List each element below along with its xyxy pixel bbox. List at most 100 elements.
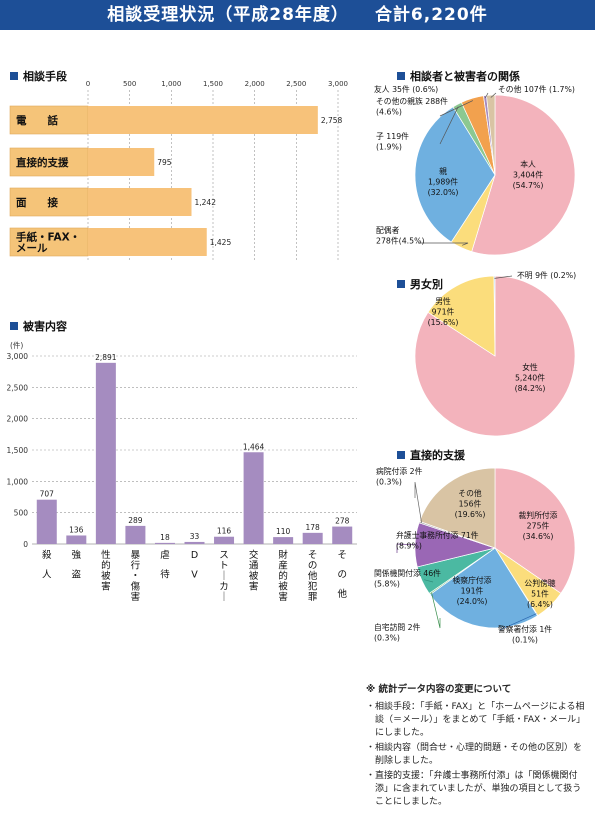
- y-tick-label: 0: [23, 540, 28, 549]
- slice-label: 裁判所付添 275件(34.6%): [519, 510, 558, 541]
- pie-slice: [429, 547, 538, 629]
- slice-label: 公判傍聴 51件(6.4%): [524, 578, 555, 609]
- slice-label: 自宅訪問 2件(0.3%): [374, 622, 421, 643]
- category-box: [9, 105, 89, 135]
- data-label: 136: [69, 525, 84, 534]
- bar: [88, 106, 318, 134]
- data-label: 289: [128, 516, 143, 525]
- bar: [88, 228, 207, 256]
- section-title-gender: 男女別: [397, 276, 443, 292]
- data-label: 33: [190, 532, 200, 541]
- category-label: その他: [337, 550, 347, 600]
- slice-label: その他 156件(19.6%): [455, 488, 486, 519]
- x-tick-label: 1,500: [203, 80, 223, 88]
- banner: 相談受理状況（平成28年度） 合計6,220件: [0, 0, 595, 30]
- pie-slice: [493, 275, 496, 357]
- data-label: 795: [157, 158, 172, 167]
- section-title-direct-support: 直接的支援: [397, 447, 465, 463]
- category-label: スト｜カ｜: [219, 550, 229, 603]
- section-marker-icon: [10, 322, 18, 330]
- leader-line: [424, 579, 434, 583]
- section-title-consult-method: 相談手段: [10, 68, 67, 84]
- category-label: 性的被害: [101, 549, 111, 593]
- bar: [332, 526, 353, 544]
- section-marker-icon: [397, 451, 405, 459]
- leader-line: [484, 92, 489, 99]
- category-label: 殺人: [42, 549, 52, 581]
- data-label: 2,891: [95, 353, 117, 362]
- slice-label: 親 1,989件(32.0%): [428, 166, 459, 197]
- category-label: 虐待: [160, 549, 170, 581]
- slice-label: 不明 9件 (0.2%): [517, 270, 576, 280]
- leader-line: [499, 613, 537, 631]
- slice-label: 子 119件(1.9%): [376, 131, 409, 152]
- category-label: 手紙・FAX・: [16, 231, 80, 244]
- direct-support-pie-chart: 裁判所付添 275件(34.6%) 公判傍聴 51件(6.4%) 警察署付添 1件(0.…: [374, 466, 576, 645]
- section-marker-icon: [397, 280, 405, 288]
- pie-slice: [427, 275, 496, 357]
- slice-label: その他 107件 (1.7%): [498, 84, 575, 94]
- slice-label: 友人 35件 (0.6%): [374, 84, 438, 94]
- leader-line: [439, 106, 459, 145]
- consult-method-chart: 0 500 1,000 1,500 2,000 2,500 3,000 電 話 2,758 直接的…: [9, 80, 348, 260]
- bar: [214, 536, 235, 544]
- damage-chart: (件) 0 500 1,000 1,500 2,000 2,500 3,000 707 殺人 136…: [7, 340, 357, 603]
- section-title-relation: 相談者と被害者の関係: [397, 68, 520, 84]
- leader-line: [418, 242, 469, 246]
- category-label: 財産的被害: [278, 549, 288, 603]
- section-marker-icon: [397, 72, 405, 80]
- y-tick-label: 1,500: [7, 446, 29, 455]
- note-item: ・直接的支援：「弁護士事務所付添」は「関係機関付添」に含まれていましたが、単独の…: [366, 771, 582, 807]
- data-label: 1,464: [243, 442, 265, 451]
- bar: [95, 362, 116, 544]
- category-box: [9, 187, 89, 217]
- x-tick-label: 500: [123, 80, 136, 88]
- category-label: その他犯罪: [308, 550, 318, 603]
- slice-label: 弁護士事務所付添 71件(8.9%): [396, 530, 479, 551]
- category-label: 直接的支援: [16, 156, 69, 169]
- relation-pie-chart: 本人 3,404件(54.7%) 配偶者 278件(4.5%) 親 1,989件(32.0…: [374, 84, 576, 256]
- leader-line: [494, 275, 513, 279]
- bar: [243, 452, 264, 544]
- leader-line: [414, 481, 422, 523]
- y-tick-label: 1,000: [7, 477, 29, 486]
- category-label: 暴行・傷害: [131, 550, 141, 603]
- data-label: 1,425: [210, 238, 232, 247]
- x-tick-label: 1,000: [161, 80, 181, 88]
- banner-title: 相談受理状況（平成28年度）: [107, 5, 349, 25]
- leader-line: [439, 100, 474, 117]
- x-tick-label: 3,000: [328, 80, 348, 88]
- bar: [154, 542, 175, 544]
- bar: [273, 537, 294, 544]
- category-label: 電 話: [16, 114, 58, 127]
- slice-label: 男性 971件(15.6%): [428, 296, 459, 327]
- data-label: 2,758: [321, 116, 343, 125]
- note-item: ・相談内容（問合せ・心理的問題・その他の区別）を削除しました。: [366, 743, 583, 766]
- data-label: 1,242: [195, 198, 217, 207]
- y-tick-label: 2,000: [7, 415, 29, 424]
- slice-label: 検察庁付添 191件(24.0%): [453, 575, 492, 606]
- pie-slice: [471, 94, 576, 256]
- bar: [88, 188, 192, 216]
- data-label: 18: [160, 533, 170, 542]
- pie-slice: [414, 106, 496, 243]
- data-label: 116: [217, 527, 232, 536]
- slice-label: 警察署付添 1件(0.1%): [498, 624, 552, 645]
- notes-heading: ※ 統計データ内容の変更について: [366, 684, 512, 695]
- leader-line: [396, 543, 418, 553]
- section-marker-icon: [10, 72, 18, 80]
- slice-label: 本人 3,404件(54.7%): [513, 159, 544, 190]
- pie-slice: [419, 467, 496, 549]
- x-tick-label: 2,000: [245, 80, 265, 88]
- y-tick-label: 500: [14, 509, 29, 518]
- category-label: 交通被害: [249, 549, 259, 593]
- pie-slice: [494, 467, 576, 594]
- section-title-damage: 被害内容: [10, 318, 67, 334]
- data-label: 278: [335, 517, 350, 526]
- category-label: 強盗: [72, 549, 82, 581]
- slice-label: 女性 5,240件(84.2%): [515, 362, 546, 393]
- slice-label: 病院付添 2件(0.3%): [376, 466, 423, 487]
- category-box: [9, 227, 89, 257]
